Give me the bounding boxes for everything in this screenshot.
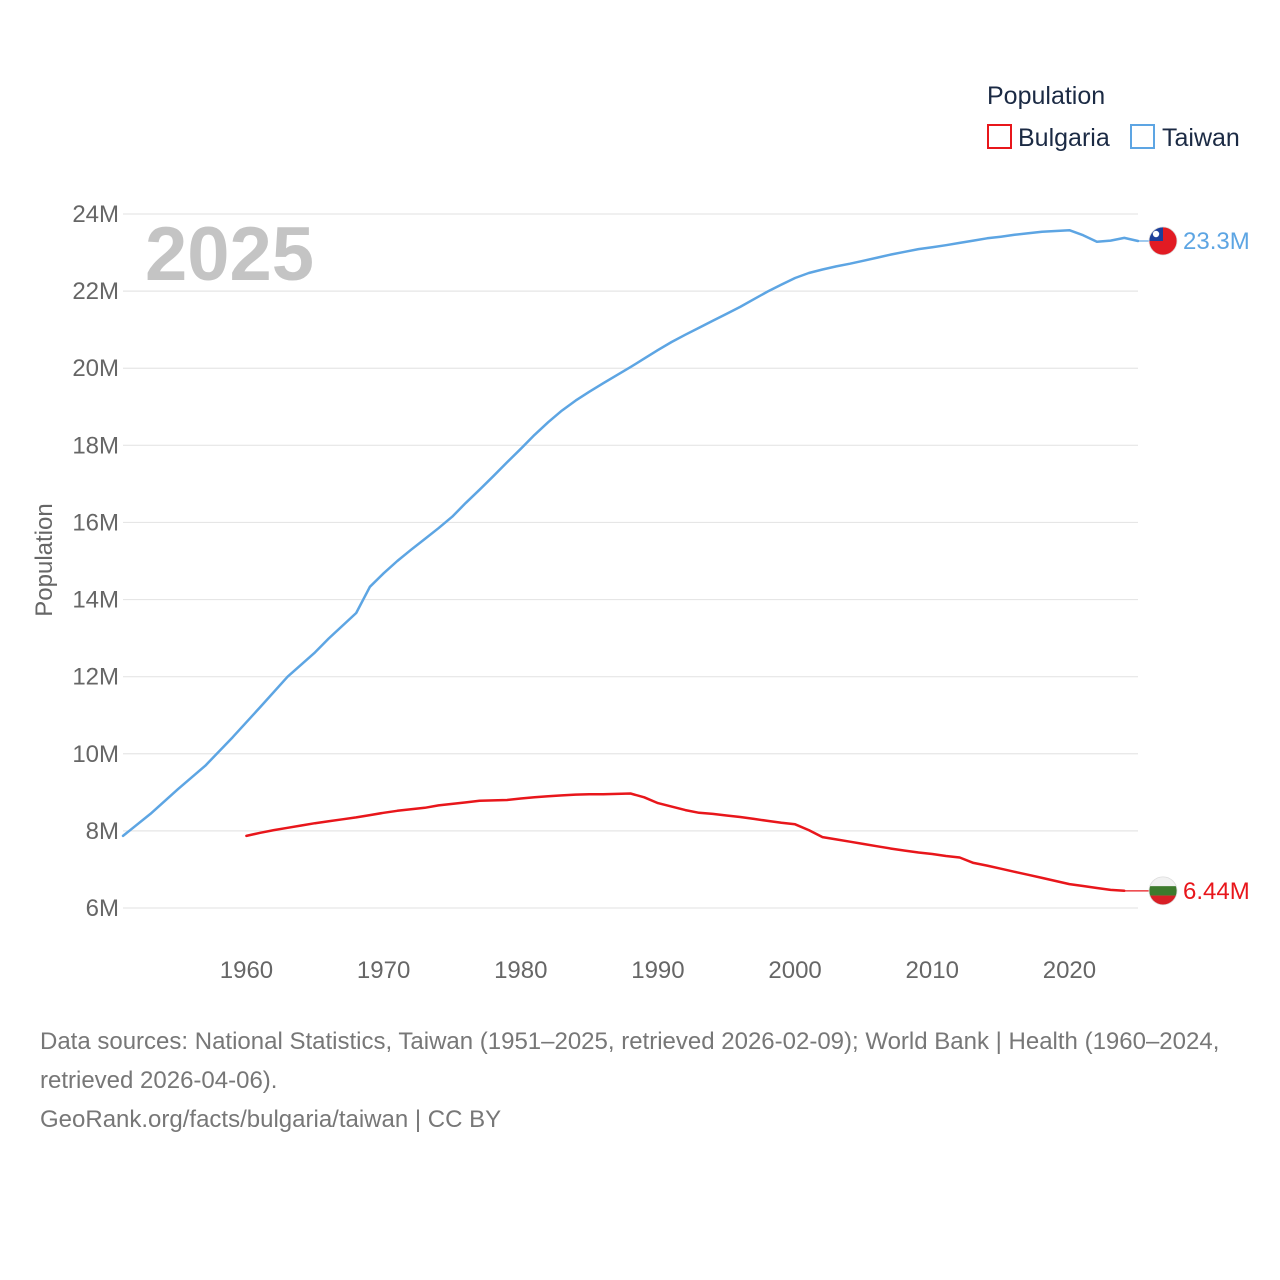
legend-item-taiwan[interactable]: Taiwan — [1130, 124, 1240, 152]
taiwan-flag-icon — [1148, 226, 1178, 256]
y-tick-label: 14M — [72, 587, 119, 614]
bulgaria-flag-icon — [1148, 876, 1178, 906]
y-tick-label: 10M — [72, 741, 119, 768]
x-tick-label: 2010 — [906, 957, 959, 984]
legend-label-bulgaria: Bulgaria — [1018, 124, 1110, 152]
legend-label-taiwan: Taiwan — [1162, 124, 1240, 152]
y-tick-label: 12M — [72, 664, 119, 691]
y-axis-label: Population — [31, 503, 58, 616]
x-tick-label: 1960 — [220, 957, 273, 984]
x-tick-label: 1980 — [494, 957, 547, 984]
end-value-label-bulgaria: 6.44M — [1183, 878, 1250, 905]
gridlines — [123, 213, 1138, 909]
legend-item-bulgaria[interactable]: Bulgaria — [987, 124, 1110, 152]
legend-swatch-taiwan — [1130, 124, 1155, 149]
series-line-taiwan — [121, 228, 1140, 838]
x-tick-label: 1990 — [631, 957, 684, 984]
x-tick-label: 2000 — [768, 957, 821, 984]
y-axis-ticks: 6M 8M 10M 12M 14M 16M 18M 20M 22M 24M — [72, 201, 119, 922]
y-tick-label: 24M — [72, 201, 119, 228]
legend-swatch-bulgaria — [987, 124, 1012, 149]
series-line-bulgaria — [245, 792, 1126, 893]
legend-title: Population — [987, 82, 1105, 110]
y-tick-label: 20M — [72, 355, 119, 382]
x-tick-label: 2020 — [1043, 957, 1096, 984]
y-tick-label: 6M — [86, 895, 119, 922]
series-layer: 6.44M 23.3M — [121, 226, 1250, 906]
y-tick-label: 22M — [72, 278, 119, 305]
data-sources-text: Data sources: National Statistics, Taiwa… — [40, 1028, 1220, 1094]
attribution-link[interactable]: GeoRank.org/facts/bulgaria/taiwan | CC B… — [40, 1106, 502, 1133]
footer: Data sources: National Statistics, Taiwa… — [40, 1022, 1250, 1139]
y-tick-label: 16M — [72, 509, 119, 536]
end-value-label-taiwan: 23.3M — [1183, 228, 1250, 255]
x-tick-label: 1970 — [357, 957, 410, 984]
y-tick-label: 8M — [86, 818, 119, 845]
current-year-label: 2025 — [145, 212, 314, 297]
y-tick-label: 18M — [72, 432, 119, 459]
x-axis-ticks: 1960 1970 1980 1990 2000 2010 2020 — [220, 957, 1096, 984]
